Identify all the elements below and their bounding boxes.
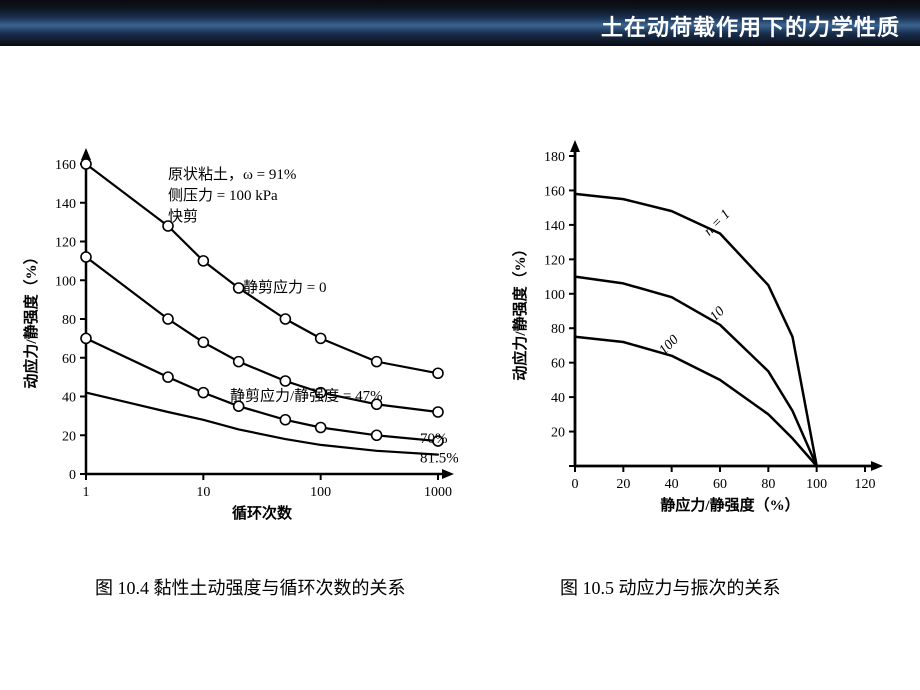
content-area: 0204060801001201401601101001000循环次数动应力/静…	[0, 46, 920, 690]
svg-text:140: 140	[55, 197, 76, 212]
svg-text:循环次数: 循环次数	[232, 504, 293, 522]
svg-text:81.5%: 81.5%	[420, 451, 458, 467]
chart-10-4: 0 20 40 60 80 100 120 140 160 1 10 100 1000 循环次数 动应力/静…	[18, 144, 458, 544]
caption-10-5: 图 10.5 动应力与振次的关系	[560, 574, 781, 600]
svg-text:160: 160	[544, 184, 565, 199]
svg-text:侧压力 = 100 kPa: 侧压力 = 100 kPa	[168, 187, 278, 204]
svg-text:100: 100	[310, 485, 331, 500]
svg-text:120: 120	[55, 236, 76, 251]
svg-text:100: 100	[55, 274, 76, 289]
svg-text:动应力/静强度（%）: 动应力/静强度（%）	[511, 241, 529, 380]
svg-text:0: 0	[572, 477, 579, 492]
svg-text:40: 40	[551, 391, 565, 406]
svg-text:1000: 1000	[424, 485, 452, 500]
svg-text:20: 20	[62, 429, 76, 444]
svg-text:快剪: 快剪	[168, 208, 198, 225]
svg-text:40: 40	[665, 477, 679, 492]
svg-text:100: 100	[656, 333, 681, 358]
svg-text:0: 0	[69, 468, 76, 483]
svg-text:静应力/静强度（%）: 静应力/静强度（%）	[660, 496, 799, 514]
svg-text:160: 160	[55, 158, 76, 173]
svg-text:动应力/静强度（%）: 动应力/静强度（%）	[22, 249, 40, 388]
svg-text:60: 60	[713, 477, 727, 492]
svg-text:10: 10	[707, 304, 728, 325]
svg-text:20: 20	[551, 426, 565, 441]
svg-text:140: 140	[544, 219, 565, 234]
svg-text:100: 100	[544, 288, 565, 303]
svg-text:80: 80	[551, 322, 565, 337]
svg-text:1: 1	[83, 485, 90, 500]
svg-text:10: 10	[196, 485, 210, 500]
caption-10-4: 图 10.4 黏性土动强度与循环次数的关系	[95, 574, 406, 600]
svg-text:n = 1: n = 1	[701, 207, 733, 239]
svg-text:120: 120	[544, 253, 565, 268]
svg-text:80: 80	[62, 313, 76, 328]
page-title: 土在动荷载作用下的力学性质	[601, 10, 900, 42]
svg-text:20: 20	[616, 477, 630, 492]
chart-10-5: 20 40 60 80 100 120 140 160 180 0 20 40 60 80 100 120 静应…	[505, 136, 895, 536]
svg-text:180: 180	[544, 150, 565, 165]
svg-text:40: 40	[62, 391, 76, 406]
svg-text:80: 80	[761, 477, 775, 492]
svg-text:60: 60	[62, 352, 76, 367]
svg-text:120: 120	[855, 477, 876, 492]
svg-text:60: 60	[551, 357, 565, 372]
svg-text:100: 100	[806, 477, 827, 492]
header-bar: 土在动荷载作用下的力学性质	[0, 0, 920, 46]
svg-text:70%: 70%	[420, 431, 448, 447]
svg-text:原状粘土，ω = 91%: 原状粘土，ω = 91%	[168, 166, 296, 183]
svg-text:静剪应力 = 0: 静剪应力 = 0	[243, 278, 326, 296]
svg-text:静剪应力/静强度 = 47%: 静剪应力/静强度 = 47%	[230, 387, 383, 405]
